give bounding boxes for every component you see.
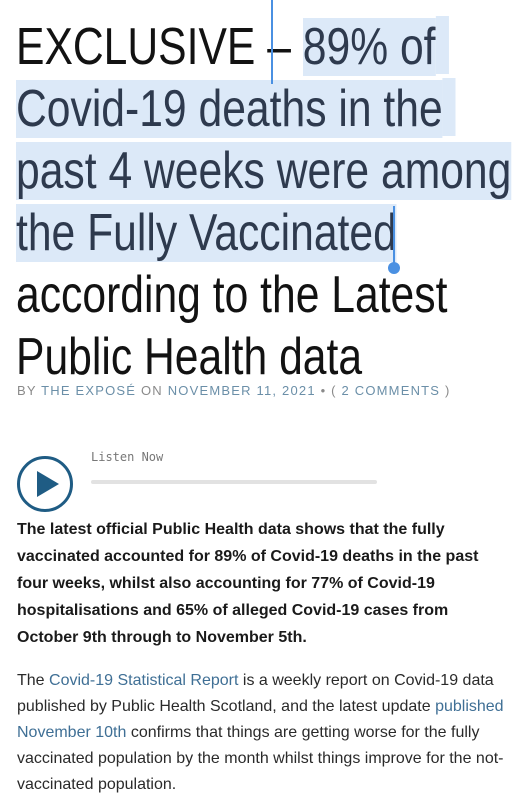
byline-paren-open: ( (331, 383, 337, 398)
article-lead-paragraph: The latest official Public Health data s… (17, 516, 512, 651)
headline-line-2: Covid-19 deaths in the (16, 78, 426, 140)
selection-fill (436, 16, 449, 74)
play-button[interactable] (17, 456, 73, 512)
audio-progress-track[interactable] (91, 480, 377, 484)
article-byline: BY THE EXPOSÉ ON NOVEMBER 11, 2021 • ( 2… (17, 383, 451, 398)
headline-selected-text[interactable]: Covid-19 deaths in the (16, 80, 443, 138)
byline-by: BY (17, 383, 37, 398)
selection-start-handle[interactable] (271, 0, 273, 84)
byline-separator: • (321, 383, 327, 398)
body-text: The (17, 672, 49, 689)
headline-selected-text[interactable]: past 4 weeks were among (16, 142, 511, 200)
selection-end-handle[interactable] (393, 206, 395, 266)
statistical-report-link[interactable]: Covid-19 Statistical Report (49, 672, 238, 689)
selection-fill (443, 78, 456, 136)
byline-author-link[interactable]: THE EXPOSÉ (41, 383, 136, 398)
headline-line-6: Public Health data (16, 326, 426, 388)
byline-paren-close: ) (445, 383, 451, 398)
headline-line-3: past 4 weeks were among (16, 140, 426, 202)
play-icon (34, 470, 60, 498)
byline-date-link[interactable]: NOVEMBER 11, 2021 (168, 383, 316, 398)
headline-selected-text[interactable]: 89% of (303, 18, 436, 76)
listen-now-label: Listen Now (91, 450, 163, 464)
headline-selected-text[interactable]: the Fully Vaccinated (16, 204, 397, 262)
audio-player: Listen Now (17, 450, 507, 512)
headline-line-1: EXCLUSIVE – 89% of (16, 16, 426, 78)
headline-line-4: the Fully Vaccinated (16, 202, 426, 264)
selection-end-handle-knob[interactable] (388, 262, 400, 274)
comments-link[interactable]: 2 COMMENTS (342, 383, 441, 398)
article-headline: EXCLUSIVE – 89% of Covid-19 deaths in th… (16, 16, 426, 388)
article-body-paragraph: The Covid-19 Statistical Report is a wee… (17, 668, 512, 798)
headline-line-5: according to the Latest (16, 264, 426, 326)
headline-prefix: EXCLUSIVE – (16, 18, 303, 76)
byline-on: ON (141, 383, 163, 398)
